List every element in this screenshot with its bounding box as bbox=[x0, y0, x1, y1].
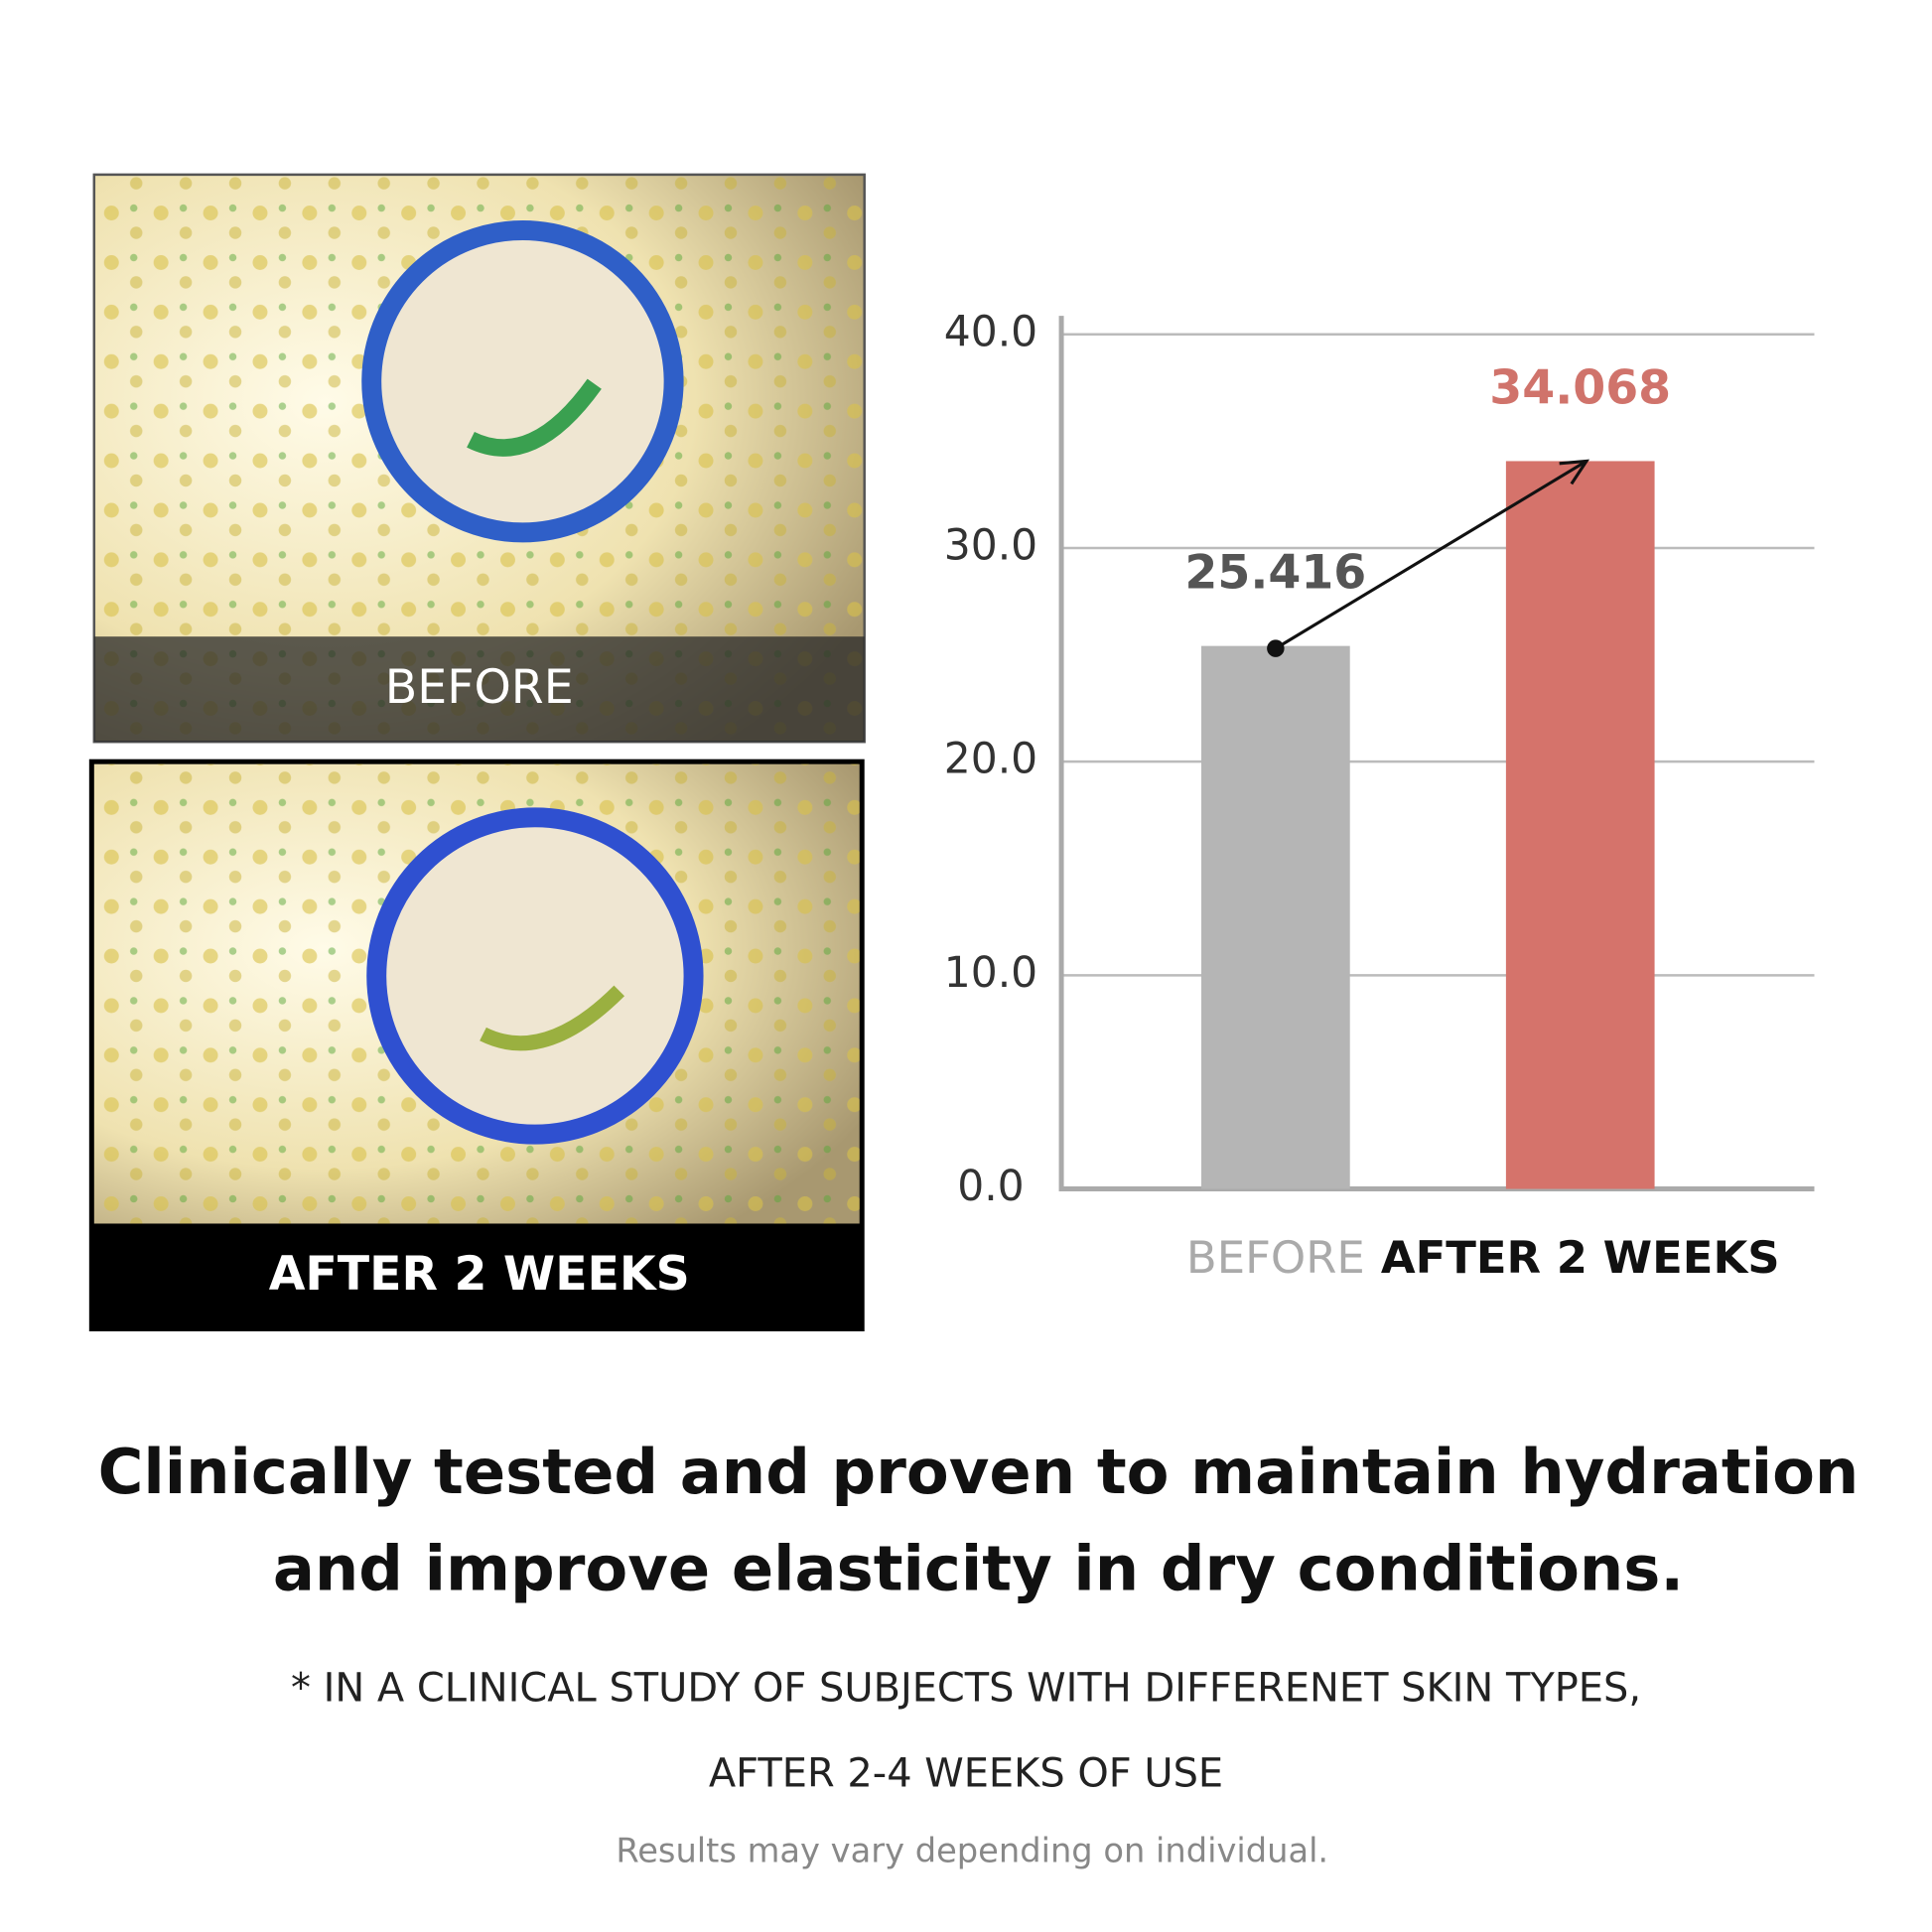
value-label: 25.416 bbox=[1184, 546, 1366, 601]
trend-arrow bbox=[1275, 460, 1587, 650]
chart: 0.0 10.0 20.0 30.0 40.0 25.416 BEFORE 34.068 AFT… bbox=[944, 308, 1815, 1284]
footnote: AFTER 2-4 WEEKS OF USE bbox=[709, 1750, 1223, 1796]
value-label: 34.068 bbox=[1489, 360, 1671, 415]
before-photo: BEFORE bbox=[92, 173, 866, 744]
after-photo: AFTER 2 WEEKS bbox=[88, 759, 865, 1331]
y-tick-label: 40.0 bbox=[944, 308, 1037, 356]
trend-dot bbox=[1267, 639, 1285, 657]
bar bbox=[1201, 645, 1350, 1189]
x-tick-label: AFTER 2 WEEKS bbox=[1381, 1231, 1780, 1284]
footnote: * IN A CLINICAL STUDY OF SUBJECTS WITH D… bbox=[291, 1665, 1641, 1711]
photo-label: AFTER 2 WEEKS bbox=[269, 1247, 690, 1302]
headline: Clinically tested and proven to maintain… bbox=[98, 1436, 1860, 1508]
x-tick-label: BEFORE bbox=[1186, 1231, 1365, 1284]
bar bbox=[1505, 461, 1655, 1189]
y-tick-label: 10.0 bbox=[944, 949, 1037, 998]
photo-label: BEFORE bbox=[385, 660, 574, 715]
headline: and improve elasticity in dry conditions… bbox=[273, 1532, 1684, 1604]
y-tick-label: 0.0 bbox=[957, 1163, 1024, 1211]
disclaimer: Results may vary depending on individual… bbox=[616, 1832, 1328, 1870]
y-tick-label: 20.0 bbox=[944, 736, 1037, 784]
arrow-head bbox=[1559, 459, 1590, 485]
y-tick-label: 30.0 bbox=[944, 521, 1037, 570]
